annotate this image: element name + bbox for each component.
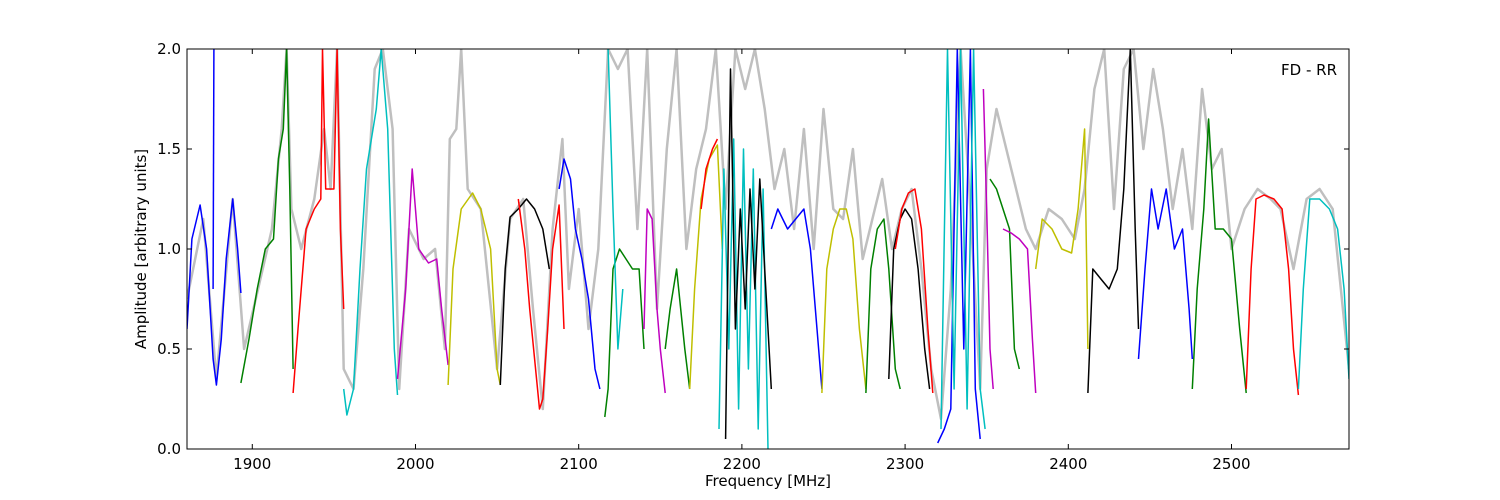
y-tick-label: 2.0 — [157, 40, 181, 58]
series-line-22 — [888, 208, 931, 390]
series-line-10 — [558, 158, 601, 390]
series-line-2 — [212, 49, 215, 290]
series-line-16 — [700, 138, 719, 210]
series-line-12 — [643, 208, 666, 394]
series-line-14 — [664, 268, 691, 390]
x-tick-label: 2100 — [560, 455, 598, 473]
y-tick-label: 1.0 — [157, 240, 181, 258]
series-line-5 — [342, 49, 399, 416]
series-line-21 — [865, 218, 901, 394]
series-line-6 — [396, 168, 449, 380]
x-tick-label: 2300 — [886, 455, 924, 473]
series-line-1 — [187, 198, 242, 386]
y-tick-label: 0.5 — [157, 340, 181, 358]
series-line-19 — [770, 208, 823, 390]
chart-annotation: FD - RR — [1281, 61, 1337, 79]
series-line-8 — [499, 198, 551, 386]
y-tick-label: 1.5 — [157, 140, 181, 158]
x-tick-label: 2500 — [1212, 455, 1250, 473]
x-tick-label: 2000 — [396, 455, 434, 473]
series-line-33 — [1245, 194, 1300, 396]
y-tick-label: 0.0 — [157, 440, 181, 458]
series-line-7 — [447, 192, 502, 386]
series-line-29 — [1034, 128, 1089, 350]
series-line-11 — [604, 248, 645, 418]
y-axis-label: Amplitude [arbitrary units] — [132, 149, 150, 349]
x-axis: 1900 2000 2100 2200 2300 2400 2500 — [233, 49, 1251, 473]
series-layer — [187, 49, 1349, 449]
series-line-25 — [940, 49, 986, 430]
series-line-31 — [1137, 188, 1194, 360]
series-line-20 — [821, 208, 867, 394]
series-line-4 — [292, 49, 345, 394]
series-line-27 — [989, 178, 1021, 370]
series-line-24 — [937, 49, 981, 444]
series-line-23 — [894, 188, 934, 394]
series-line-13 — [607, 49, 624, 350]
series-line-18 — [724, 68, 773, 440]
y-axis: 0.0 0.5 1.0 1.5 2.0 — [157, 40, 1349, 458]
series-line-26 — [982, 88, 994, 390]
x-tick-label: 2400 — [1049, 455, 1087, 473]
x-tick-label: 1900 — [233, 455, 271, 473]
series-line-28 — [1002, 228, 1037, 394]
x-tick-label: 2200 — [723, 455, 761, 473]
series-line-9 — [517, 198, 565, 410]
series-line-34 — [1297, 198, 1349, 390]
series-line-30 — [1087, 49, 1140, 394]
x-axis-label: Frequency [MHz] — [705, 472, 831, 490]
series-line-3 — [240, 49, 294, 384]
series-line-32 — [1191, 118, 1247, 394]
